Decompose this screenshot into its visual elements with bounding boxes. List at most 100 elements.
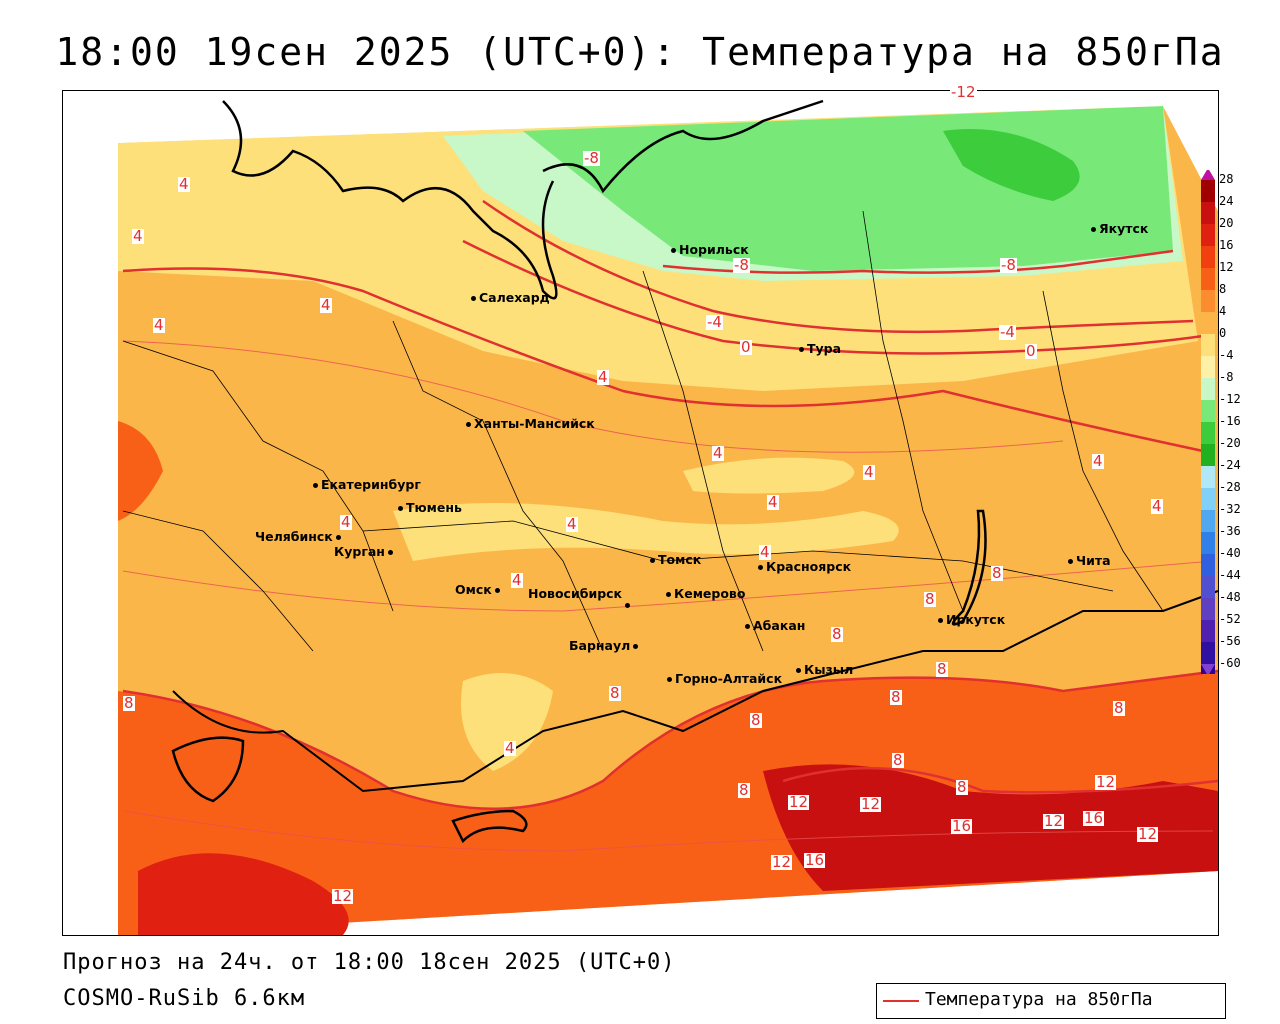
- colorbar-arrow-top: [1201, 170, 1215, 180]
- contour-label: 4: [178, 175, 190, 193]
- contour-label: 4: [1151, 497, 1163, 515]
- colorbar-swatch: [1201, 466, 1215, 488]
- region-border-6: [362, 520, 1114, 592]
- city-label: Якутск: [1099, 221, 1149, 236]
- colorbar-swatch: [1201, 510, 1215, 532]
- contour-label: 12: [332, 887, 354, 905]
- colorbar-tick-label: -36: [1219, 524, 1241, 538]
- lake-baikal: [951, 509, 987, 626]
- city-label: Тюмень: [406, 500, 462, 515]
- outside-domain-top: [118, 91, 1218, 143]
- colorbar-tick-label: -24: [1219, 458, 1241, 472]
- contour-label: 4: [712, 444, 724, 462]
- contour-label: 4: [759, 543, 771, 561]
- city-khanty-mansiysk: Ханты-Мансийск: [466, 416, 595, 431]
- contour-label: -8: [733, 256, 750, 274]
- city-label: Горно-Алтайск: [675, 671, 783, 686]
- contour-label: 4: [511, 571, 523, 589]
- city-krasnoyarsk: Красноярск: [758, 559, 851, 574]
- colorbar-tick-label: 4: [1219, 304, 1227, 318]
- city-label: Курган: [334, 544, 385, 559]
- colorbar-swatch: [1201, 268, 1215, 290]
- contour-label: 4: [597, 368, 609, 386]
- city-dot: [335, 535, 341, 540]
- city-label: Томск: [658, 552, 702, 567]
- contour-label: 8: [609, 684, 621, 702]
- city-label: Барнаул: [569, 638, 631, 653]
- city-dot: [313, 483, 318, 488]
- city-label: Салехард: [479, 290, 550, 305]
- isotherm-4-north: [122, 267, 1204, 453]
- contour-label: 4: [320, 296, 332, 314]
- city-dot: [398, 506, 403, 511]
- city-dot: [799, 347, 804, 352]
- colorbar-swatch: [1201, 180, 1215, 202]
- colorbar-swatch: [1201, 598, 1215, 620]
- contour-label: 16: [951, 817, 973, 835]
- city-abakan: Абакан: [745, 618, 805, 633]
- map-title: 18:00 19сен 2025 (UTC+0): Температура на…: [55, 30, 1225, 74]
- isotherm-minor-2: [122, 560, 1214, 612]
- colorbar-swatch: [1201, 334, 1215, 356]
- colorbar-swatch: [1201, 356, 1215, 378]
- colorbar-tick-label: -44: [1219, 568, 1241, 582]
- map-area[interactable]: [62, 90, 1219, 936]
- contour-label: 8: [831, 625, 843, 643]
- contour-label: 12: [788, 793, 810, 811]
- city-label: Абакан: [753, 618, 806, 633]
- region-border-7: [122, 510, 314, 652]
- colorbar-tick-label: -4: [1219, 348, 1234, 362]
- city-label: Челябинск: [255, 529, 333, 544]
- model-caption: COSMO-RuSib 6.6км: [63, 986, 306, 1011]
- contour-label: -12: [950, 83, 977, 101]
- city-label: Кемерово: [674, 586, 746, 601]
- city-label: Новосибирск: [528, 586, 623, 601]
- region-border-3: [642, 270, 764, 652]
- city-salekhard: Салехард: [471, 290, 550, 305]
- contour-label: -8: [1000, 256, 1017, 274]
- contour-label: 12: [1137, 825, 1159, 843]
- contour-label: 8: [750, 711, 762, 729]
- isotherm-minor-3: [122, 810, 1214, 852]
- colorbar: [1201, 170, 1215, 674]
- city-dot: [633, 644, 639, 649]
- city-norilsk: Норильск: [671, 242, 749, 257]
- city-chita: Чита: [1068, 553, 1111, 568]
- colorbar-swatch: [1201, 554, 1215, 576]
- colorbar-swatch: [1201, 488, 1215, 510]
- contour-label: 4: [132, 227, 144, 245]
- contour-label: 12: [771, 853, 793, 871]
- zone-yellow-pool: [461, 673, 553, 771]
- city-label: Чита: [1076, 553, 1111, 568]
- colorbar-tick-label: -32: [1219, 502, 1241, 516]
- contour-label: 12: [1095, 773, 1117, 791]
- colorbar-swatch: [1201, 224, 1215, 246]
- zone-yellow-streak-2: [683, 457, 855, 494]
- colorbar-tick-label: 24: [1219, 194, 1234, 208]
- lake-west: [171, 736, 245, 803]
- lake-balkhash: [451, 809, 528, 844]
- zone-hot-west: [118, 421, 163, 521]
- contour-label: 16: [804, 851, 826, 869]
- city-label: Красноярск: [766, 559, 852, 574]
- colorbar-tick-label: 12: [1219, 260, 1234, 274]
- coastline-taymyr: [542, 99, 824, 194]
- colorbar-tick-label: 28: [1219, 172, 1234, 186]
- contour-label: 4: [153, 316, 165, 334]
- city-dot: [1068, 559, 1073, 564]
- contour-label: 8: [890, 688, 902, 706]
- city-novosibirsk: Новосибирск: [528, 586, 633, 608]
- city-dot: [667, 677, 672, 682]
- colorbar-tick-label: -56: [1219, 634, 1241, 648]
- colorbar-swatch: [1201, 378, 1215, 400]
- city-dot: [466, 422, 471, 427]
- colorbar-tick-label: -40: [1219, 546, 1241, 560]
- zone-cold-core: [943, 129, 1080, 201]
- colorbar-tick-label: -12: [1219, 392, 1241, 406]
- colorbar-tick-label: -52: [1219, 612, 1241, 626]
- colorbar-swatch: [1201, 202, 1215, 224]
- city-label: Иркутск: [946, 612, 1006, 627]
- colorbar-swatch: [1201, 576, 1215, 598]
- colorbar-tick-label: 20: [1219, 216, 1234, 230]
- contour-label: 8: [991, 564, 1003, 582]
